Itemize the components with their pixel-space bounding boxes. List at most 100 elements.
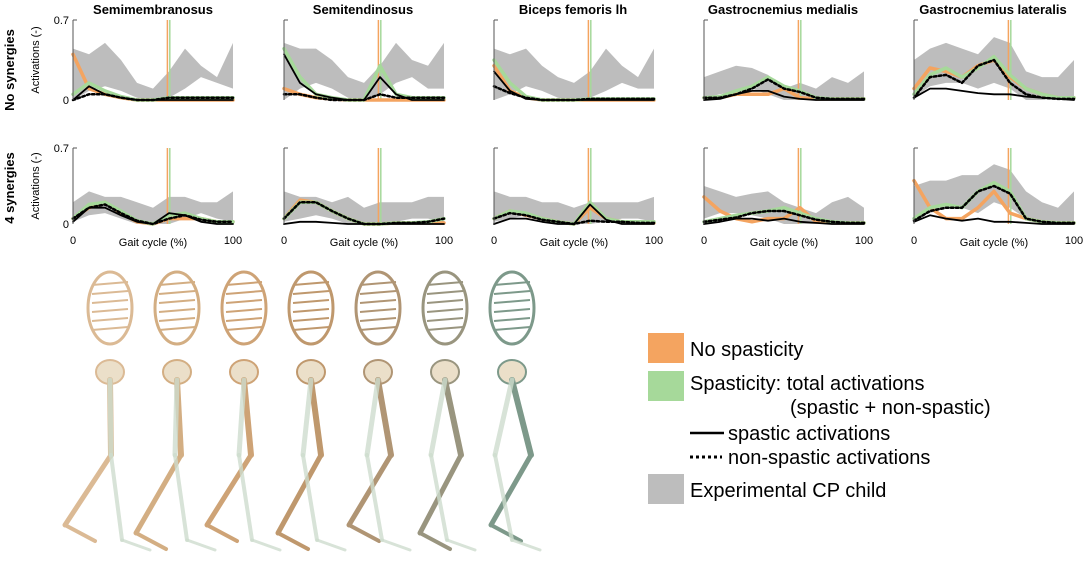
tibia-icon	[417, 452, 464, 536]
foot-icon	[489, 523, 523, 543]
foot-icon	[380, 538, 412, 552]
legend-label-non-spastic: non-spastic activations	[728, 447, 930, 469]
tibia-icon	[346, 452, 394, 528]
x-tick-label-0: 0	[701, 235, 707, 247]
y-tick-label-zero: 0	[63, 219, 69, 231]
experimental-band	[284, 191, 444, 224]
x-axis-label: Gait cycle (%)	[750, 237, 818, 249]
foot-icon	[347, 523, 381, 543]
series-non-spastic	[282, 93, 446, 102]
series-non-spastic	[71, 93, 235, 102]
skeleton-frame	[488, 270, 542, 552]
series-spastic	[703, 217, 865, 225]
tibia-icon	[62, 452, 114, 528]
rib-icon	[91, 317, 129, 322]
foot-icon	[185, 538, 217, 552]
foot-icon	[63, 523, 97, 543]
femur-icon	[442, 377, 464, 458]
rib-icon	[292, 326, 330, 331]
rib-icon	[292, 317, 330, 322]
femur-icon	[172, 377, 180, 458]
y-axis-label: Activations (-)	[30, 152, 42, 219]
rib-icon	[493, 308, 531, 313]
foot-icon	[205, 523, 239, 543]
femur-icon	[107, 377, 114, 458]
tibia-icon	[493, 453, 514, 542]
panel-4-synergies-gastrocnemius-medialis: 0 100 Gait cycle (%)	[701, 147, 873, 249]
rib-icon	[158, 290, 196, 295]
series-spastic	[913, 214, 1075, 225]
panel-no-synergies-gastrocnemius-medialis	[702, 19, 866, 101]
rib-icon	[225, 317, 263, 322]
rib-icon	[225, 326, 263, 331]
row-label-no-synergies: No synergies	[2, 29, 17, 111]
rib-icon	[359, 290, 397, 295]
foot-icon	[418, 531, 452, 551]
tibia-icon	[133, 452, 184, 536]
experimental-band	[704, 186, 864, 224]
x-tick-label-100: 100	[224, 235, 242, 247]
ribcage-icon	[421, 270, 469, 346]
rib-icon	[493, 326, 531, 331]
panel-no-synergies-semitendinosus	[282, 19, 446, 102]
rib-icon	[158, 317, 196, 322]
femur-icon	[492, 377, 515, 458]
legend-swatch-spasticity-total	[648, 371, 684, 401]
tibia-icon	[365, 453, 384, 542]
x-tick-label-0: 0	[911, 235, 917, 247]
x-tick-label-100: 100	[645, 235, 663, 247]
tibia-icon	[301, 453, 319, 542]
legend-swatch-experimental	[648, 474, 684, 504]
rib-icon	[359, 281, 397, 286]
foot-icon	[315, 538, 347, 552]
ribcage-icon	[153, 270, 201, 346]
rib-icon	[158, 308, 196, 313]
tibia-icon	[237, 453, 254, 542]
rib-icon	[158, 326, 196, 331]
rib-icon	[91, 281, 129, 286]
foot-icon	[250, 538, 282, 552]
skeleton-frame	[417, 270, 477, 552]
tibia-icon	[173, 453, 189, 542]
panel-title-semitendinosus: Semitendinosus	[313, 2, 413, 17]
rib-icon	[493, 281, 531, 286]
femur-icon	[375, 377, 394, 458]
series-non-spastic	[912, 184, 1076, 225]
x-tick-label-0: 0	[70, 235, 76, 247]
x-tick-label-100: 100	[1065, 235, 1083, 247]
femur-icon	[236, 377, 247, 458]
experimental-band	[284, 42, 444, 100]
legend-label-spastic: spastic activations	[728, 423, 890, 445]
x-tick-label-0: 0	[491, 235, 497, 247]
ribcage-icon	[220, 270, 268, 346]
femur-icon	[364, 377, 381, 458]
legend-swatch-no-spasticity	[648, 333, 684, 363]
series-non-spastic	[702, 209, 866, 225]
foot-icon	[276, 531, 310, 551]
skeleton-frame	[133, 270, 217, 552]
rib-icon	[225, 281, 263, 286]
foot-icon	[120, 538, 152, 552]
rib-icon	[91, 290, 129, 295]
foot-icon	[510, 538, 542, 552]
experimental-band	[704, 65, 864, 100]
row-label-4-synergies: 4 synergies	[2, 152, 17, 224]
legend-label-spasticity-total: Spasticity: total activations	[690, 373, 925, 395]
foot-icon	[134, 531, 168, 551]
legend-label-no-spasticity: No spasticity	[690, 339, 803, 361]
series-non-spastic	[282, 201, 446, 226]
tibia-icon	[109, 453, 124, 542]
rib-icon	[225, 290, 263, 295]
rib-icon	[91, 326, 129, 331]
x-tick-label-100: 100	[855, 235, 873, 247]
rib-icon	[493, 317, 531, 322]
legend-label-spasticity-total-detail: (spastic + non-spastic)	[790, 397, 991, 419]
x-axis-label: Gait cycle (%)	[330, 237, 398, 249]
tibia-icon	[204, 452, 254, 528]
tibia-icon	[429, 453, 449, 542]
rib-icon	[426, 326, 464, 331]
rib-icon	[158, 299, 196, 304]
series-non-spastic	[912, 58, 1076, 101]
